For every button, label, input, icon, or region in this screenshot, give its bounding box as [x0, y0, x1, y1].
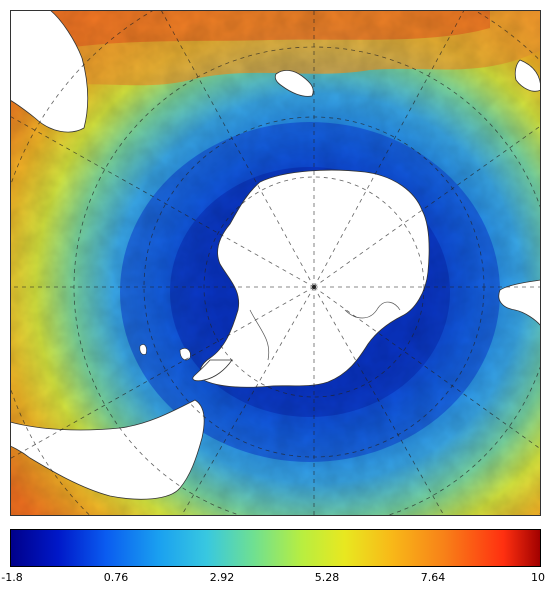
colorbar-tick-5: 10 — [531, 571, 545, 584]
antarctic-peninsula — [192, 359, 233, 382]
graticule-meridians — [10, 10, 541, 516]
island-mid-top — [274, 70, 314, 97]
island-top-right — [514, 59, 541, 92]
map-frame — [10, 10, 541, 516]
colorbar-tick-3: 5.28 — [314, 571, 340, 584]
colorbar-gradient — [10, 529, 541, 567]
australia — [498, 279, 541, 327]
sst-map — [10, 10, 541, 516]
small-island — [179, 348, 191, 361]
colorbar-tick-2: 2.92 — [209, 571, 235, 584]
south-america — [10, 10, 89, 133]
south-pole-marker — [312, 285, 316, 289]
colorbar-tick-0: -1.8 — [1, 571, 23, 584]
small-island-2 — [139, 344, 147, 355]
colorbar-tick-4: 7.64 — [420, 571, 446, 584]
colorbar-tick-1: 0.76 — [103, 571, 129, 584]
colorbar — [10, 529, 541, 567]
